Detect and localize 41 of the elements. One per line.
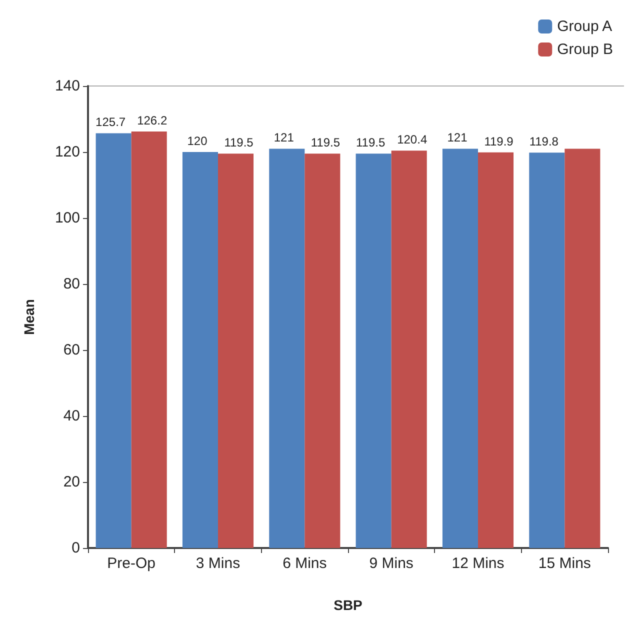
data-label: 125.7 <box>96 115 126 130</box>
legend-label: Group B <box>557 41 614 58</box>
bar <box>391 150 427 548</box>
y-tick-label: 80 <box>63 276 80 292</box>
x-tick-label: 12 Mins <box>452 555 504 572</box>
y-axis-title: Mean <box>21 299 37 335</box>
data-label: 119.5 <box>356 136 386 150</box>
bar <box>478 152 514 548</box>
legend-label: Group A <box>557 18 612 35</box>
y-tick-label: 60 <box>63 342 80 358</box>
bar <box>131 132 167 548</box>
y-tick-label: 100 <box>54 210 80 226</box>
data-label: 121 <box>447 130 468 145</box>
y-tick-label: 0 <box>72 540 80 556</box>
data-label: 119.8 <box>529 134 559 149</box>
data-label: 119.9 <box>484 134 514 148</box>
x-tick-label: 9 Mins <box>369 555 414 572</box>
data-label: 119.5 <box>224 136 254 150</box>
x-tick-label: 3 Mins <box>196 555 240 572</box>
bar <box>442 148 478 548</box>
bar <box>564 148 600 548</box>
x-tick-label: 6 Mins <box>282 555 327 572</box>
x-tick-label: 15 Mins <box>538 555 591 572</box>
bar <box>182 152 218 548</box>
bar <box>269 148 305 548</box>
data-label: 119.5 <box>310 136 340 150</box>
y-tick-label: 120 <box>54 144 80 160</box>
y-tick-label: 40 <box>63 408 80 424</box>
y-tick-label: 140 <box>54 78 80 94</box>
bar <box>529 152 565 548</box>
data-label: 120.4 <box>397 132 428 147</box>
data-label: 126.2 <box>137 114 168 128</box>
y-tick-label: 20 <box>63 474 80 490</box>
data-label: 120 <box>187 134 208 148</box>
x-axis-title: SBP <box>334 597 362 613</box>
bar <box>96 133 132 548</box>
x-tick-label: Pre-Op <box>107 555 156 572</box>
bar <box>218 154 254 548</box>
bar <box>304 154 340 548</box>
bar <box>356 154 392 548</box>
data-label: 121 <box>274 130 294 145</box>
